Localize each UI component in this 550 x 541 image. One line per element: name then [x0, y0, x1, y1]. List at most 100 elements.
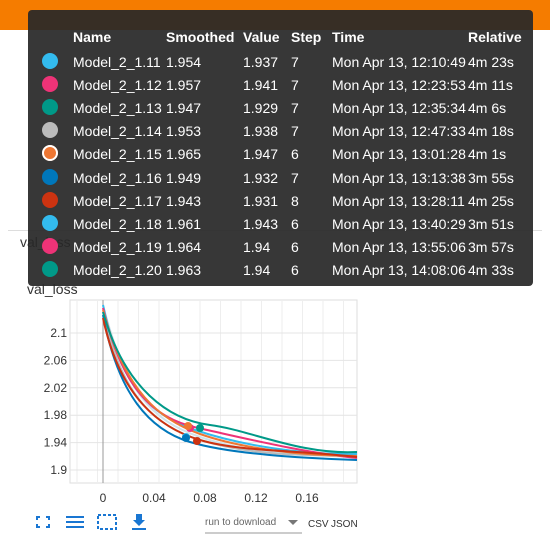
list-icon[interactable]: [66, 516, 84, 528]
select-arrow[interactable]: [288, 520, 298, 525]
cell-value: 1.932: [243, 169, 279, 186]
cell-value: 1.94: [243, 238, 271, 255]
color-dot: [42, 260, 58, 277]
cell-step: 6: [291, 146, 299, 163]
color-dot: [42, 53, 58, 69]
cell-smoothed: 1.957: [166, 77, 202, 94]
cell-step: 8: [291, 192, 299, 209]
color-dot: [42, 168, 58, 185]
cell-value: 1.937: [243, 54, 279, 70]
x-ticks: 0 0.04 0.08 0.12 0.16: [100, 491, 319, 505]
y-tick-label: 1.9: [50, 463, 67, 477]
column-header: Value: [243, 29, 280, 45]
cell-smoothed: 1.963: [166, 261, 202, 278]
cell-smoothed: 1.953: [166, 123, 202, 140]
cell-smoothed: 1.949: [166, 169, 202, 186]
cell-name: Model_2_1.17: [73, 192, 162, 209]
cell-smoothed: 1.961: [166, 215, 202, 232]
x-tick-label: 0.08: [193, 491, 217, 505]
cell-relative: 4m 18s: [468, 123, 514, 140]
cell-time: Mon Apr 13, 14:08:06: [332, 261, 466, 278]
cell-value: 1.929: [243, 100, 279, 117]
color-dot: [42, 237, 58, 254]
json-link[interactable]: JSON: [331, 519, 358, 530]
x-tick-label: 0: [100, 491, 107, 505]
cell-value: 1.941: [243, 77, 279, 94]
cell-time: Mon Apr 13, 12:47:33: [332, 123, 466, 140]
cell-step: 7: [291, 169, 299, 186]
cell-smoothed: 1.947: [166, 100, 202, 117]
column-header: Step: [291, 29, 322, 45]
cell-name: Model_2_1.11: [73, 54, 161, 70]
color-dot: [42, 214, 58, 231]
cell-name: Model_2_1.15: [73, 146, 162, 163]
cell-name: Model_2_1.16: [73, 169, 162, 186]
color-dot: [42, 99, 58, 116]
cell-step: 7: [291, 100, 299, 117]
cell-step: 7: [291, 77, 299, 94]
download-icon[interactable]: [132, 514, 146, 530]
cell-smoothed: 1.965: [166, 146, 202, 163]
color-dot: [42, 122, 58, 139]
cell-step: 7: [291, 54, 299, 70]
cell-relative: 4m 11s: [468, 77, 513, 94]
cell-time: Mon Apr 13, 13:55:06: [332, 238, 466, 255]
cell-name: Model_2_1.14: [73, 123, 162, 140]
y-tick-label: 2.1: [50, 326, 67, 340]
column-header: Relative: [468, 29, 522, 45]
cell-relative: 4m 33s: [468, 261, 514, 278]
toolbar: [36, 514, 146, 530]
color-dot: [42, 145, 58, 162]
cell-step: 7: [291, 123, 299, 140]
cell-time: Mon Apr 13, 13:28:11: [332, 192, 465, 209]
cell-relative: 4m 6s: [468, 100, 507, 117]
column-header: Time: [332, 29, 365, 45]
y-tick-label: 2.02: [44, 381, 68, 395]
cell-name: Model_2_1.19: [73, 238, 162, 255]
tooltip: Name Smoothed Value Step Time Relative Model_2…: [28, 10, 533, 286]
cell-value: 1.94: [243, 261, 271, 278]
cell-time: Mon Apr 13, 12:35:34: [332, 100, 466, 117]
cell-relative: 4m 25s: [468, 192, 514, 209]
cell-relative: 3m 57s: [468, 238, 514, 255]
cell-time: Mon Apr 13, 13:13:38: [332, 169, 466, 186]
cell-smoothed: 1.954: [166, 54, 202, 70]
x-tick-label: 0.16: [295, 491, 319, 505]
color-dot: [42, 76, 58, 93]
cell-smoothed: 1.964: [166, 238, 202, 255]
cell-relative: 4m 1s: [468, 146, 507, 163]
hover-dots: [182, 422, 204, 445]
cell-step: 6: [291, 215, 299, 232]
y-tick-label: 2.06: [44, 353, 68, 367]
fullscreen-icon[interactable]: [36, 516, 50, 528]
cell-value: 1.931: [243, 192, 279, 209]
x-tick-label: 0.04: [142, 491, 166, 505]
cell-time: Mon Apr 13, 13:40:29: [332, 215, 466, 232]
cell-relative: 3m 51s: [468, 215, 514, 232]
cell-name: Model_2_1.13: [73, 100, 162, 117]
fit-icon[interactable]: [97, 514, 117, 530]
csv-link[interactable]: CSV: [308, 519, 329, 530]
y-tick-label: 1.94: [44, 436, 68, 450]
cell-time: Mon Apr 13, 12:23:53: [332, 77, 466, 94]
cell-name: Model_2_1.12: [73, 77, 162, 94]
column-header: Name: [73, 29, 112, 45]
cell-value: 1.947: [243, 146, 279, 163]
y-tick-label: 1.98: [44, 408, 68, 422]
x-tick-label: 0.12: [244, 491, 268, 505]
cell-step: 6: [291, 238, 299, 255]
color-dot: [42, 191, 58, 208]
cell-value: 1.943: [243, 215, 279, 232]
cell-value: 1.938: [243, 123, 279, 140]
column-header: Smoothed: [166, 29, 235, 45]
cell-name: Model_2_1.18: [73, 215, 162, 232]
cell-smoothed: 1.943: [166, 192, 202, 209]
cell-name: Model_2_1.20: [73, 261, 162, 278]
cell-step: 6: [291, 261, 299, 278]
cell-relative: 4m 23s: [468, 54, 514, 70]
cell-time: Mon Apr 13, 12:10:49: [332, 54, 466, 70]
cell-relative: 3m 55s: [468, 169, 514, 186]
run-select[interactable]: run to download: [205, 517, 276, 528]
